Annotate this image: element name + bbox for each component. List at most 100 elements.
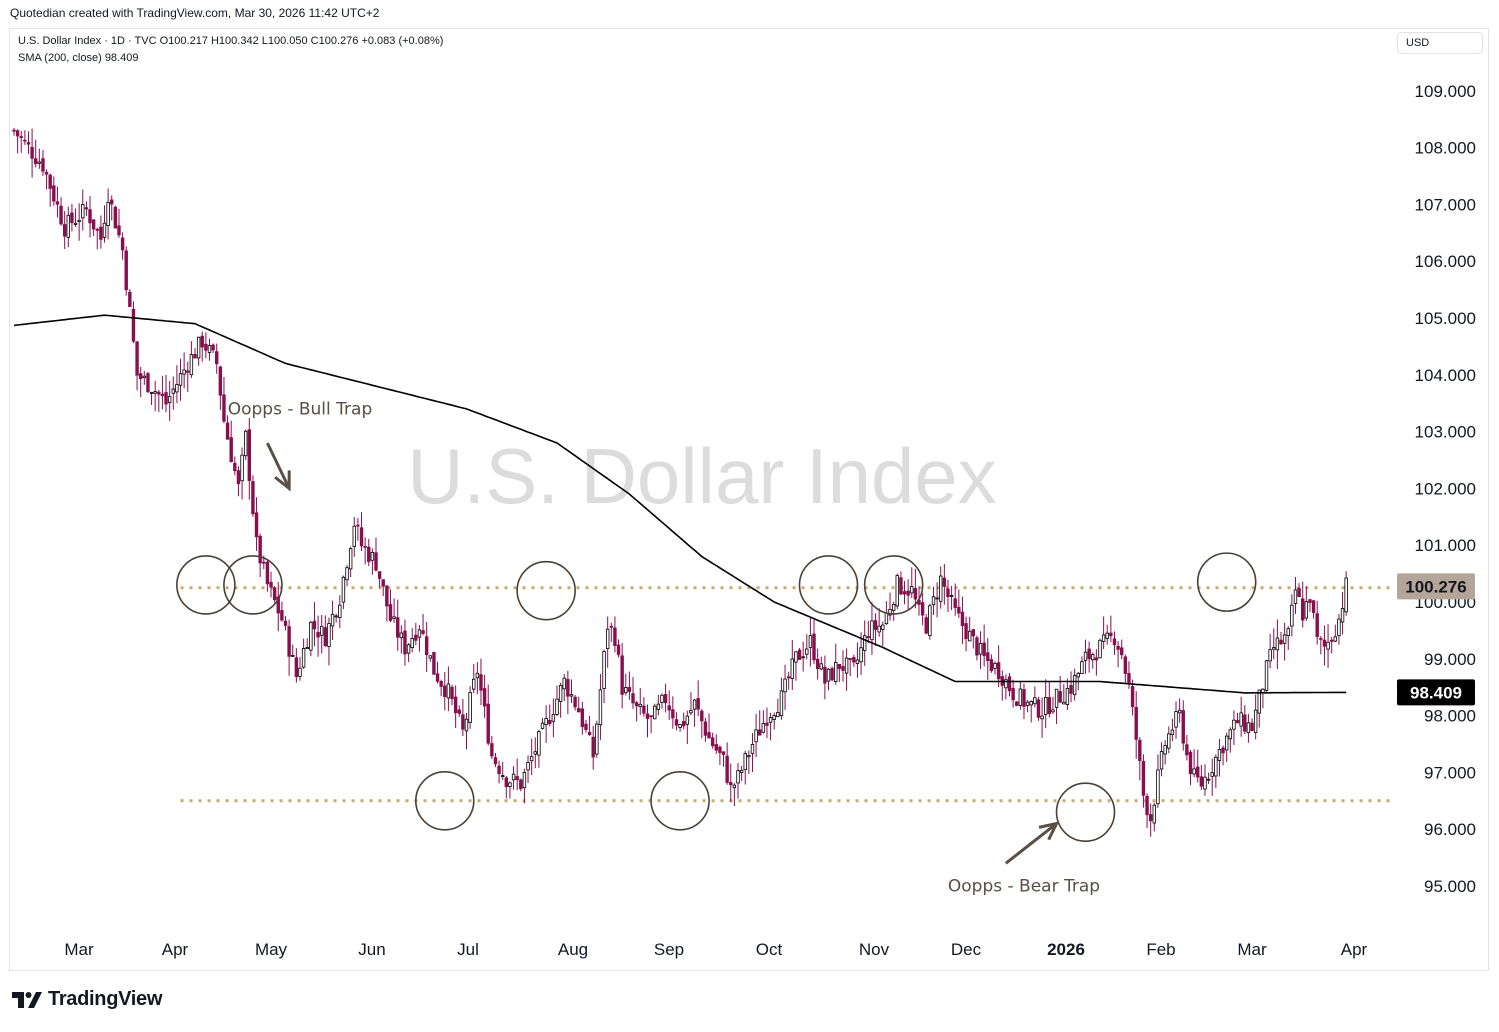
candle-body xyxy=(834,661,838,682)
highlight-circle xyxy=(176,555,236,615)
y-tick-label: 99.000 xyxy=(1424,650,1476,669)
candle-body xyxy=(1304,601,1309,619)
candle-body xyxy=(920,602,925,616)
candle-body xyxy=(1272,647,1276,650)
candle-body xyxy=(1243,714,1247,732)
candle-body xyxy=(457,709,461,714)
candle-body xyxy=(280,610,284,621)
x-tick-label: Jul xyxy=(457,940,479,959)
candle-body xyxy=(967,630,972,642)
candle-body xyxy=(790,658,794,679)
candle-body xyxy=(1340,608,1345,623)
candle-body xyxy=(595,723,599,755)
candle-body xyxy=(855,659,860,665)
candle-body xyxy=(218,366,223,396)
candle-body xyxy=(1029,700,1033,706)
last-price-label-bg xyxy=(1397,573,1475,600)
candle-body xyxy=(1004,679,1008,689)
candle-body xyxy=(540,722,545,729)
candle-body xyxy=(1148,814,1153,822)
candle-body xyxy=(573,696,577,708)
candle-body xyxy=(663,694,668,704)
candle-body xyxy=(135,341,139,376)
candle-body xyxy=(1322,639,1327,647)
candle-body xyxy=(352,525,356,547)
candle-body xyxy=(1072,675,1077,696)
candle-body xyxy=(939,575,943,602)
candle-body xyxy=(1058,691,1062,703)
candle-body xyxy=(609,625,613,628)
bull-trap-arrow-shaft xyxy=(266,442,291,490)
candle-body xyxy=(1123,656,1128,674)
candle-body xyxy=(1210,772,1214,777)
candle-body xyxy=(1101,634,1106,642)
candle-body xyxy=(993,662,997,669)
sma-value-label: 98.409 xyxy=(1410,683,1462,702)
candle-body xyxy=(1228,729,1233,740)
candle-body xyxy=(272,587,277,601)
candle-body xyxy=(591,736,595,758)
tradingview-brand[interactable]: TradingView xyxy=(12,988,162,1011)
candle-body xyxy=(392,616,396,619)
candle-body xyxy=(265,561,270,585)
candle-body xyxy=(555,698,559,715)
candle-body xyxy=(718,746,722,753)
candle-body xyxy=(428,655,432,659)
candle-body xyxy=(55,201,60,205)
sma-200-line xyxy=(13,314,1347,694)
candle-body xyxy=(837,663,842,669)
candle-body xyxy=(240,454,244,482)
candle-body xyxy=(703,721,708,736)
candle-body xyxy=(689,709,693,714)
candle-body xyxy=(725,755,729,783)
candle-body xyxy=(616,644,621,655)
candle-body xyxy=(823,666,827,684)
candle-body xyxy=(146,373,150,393)
candle-body xyxy=(399,632,404,639)
candle-body xyxy=(841,666,845,671)
candle-body xyxy=(229,437,233,463)
candle-body xyxy=(157,391,161,395)
candle-body xyxy=(877,625,881,633)
candle-body xyxy=(468,692,472,724)
candle-body xyxy=(960,611,965,626)
x-tick-label: Jun xyxy=(358,940,385,959)
candle-body xyxy=(1253,709,1258,733)
bull-trap-annotation: Oopps - Bull Trap xyxy=(228,400,373,420)
candle-body xyxy=(710,737,715,747)
candle-body xyxy=(23,139,27,142)
candle-body xyxy=(207,345,212,353)
y-tick-label: 106.000 xyxy=(1415,252,1476,271)
sma-legend[interactable]: SMA (200, close) 98.409 xyxy=(18,52,139,64)
candle-body xyxy=(1044,696,1048,715)
y-tick-label: 104.000 xyxy=(1415,366,1476,385)
candle-body xyxy=(497,765,501,775)
currency-selector[interactable]: USD xyxy=(1397,32,1483,54)
candle-body xyxy=(1033,697,1037,705)
candle-body xyxy=(645,713,650,720)
symbol-legend[interactable]: U.S. Dollar Index · 1D · TVC O100.217 H1… xyxy=(18,35,444,47)
candle-body xyxy=(385,585,389,607)
candle-body xyxy=(95,228,99,231)
candle-body xyxy=(772,715,776,720)
candle-body xyxy=(1279,639,1283,645)
candle-body xyxy=(504,777,509,788)
candle-body xyxy=(160,393,165,397)
candle-body xyxy=(519,779,523,790)
highlight-circle xyxy=(516,560,576,621)
candle-body xyxy=(12,129,16,132)
candle-body xyxy=(196,336,201,359)
candle-body xyxy=(424,636,429,656)
candle-body xyxy=(739,769,744,773)
chart-frame xyxy=(9,28,1489,971)
candle-body xyxy=(1163,745,1167,755)
candle-body xyxy=(812,633,816,661)
candle-body xyxy=(1018,688,1023,706)
candle-body xyxy=(1109,632,1113,637)
candle-body xyxy=(1174,711,1178,728)
candle-body xyxy=(580,708,585,728)
candle-body xyxy=(1152,804,1156,824)
highlight-circle xyxy=(863,555,924,615)
candle-body xyxy=(1134,706,1138,740)
